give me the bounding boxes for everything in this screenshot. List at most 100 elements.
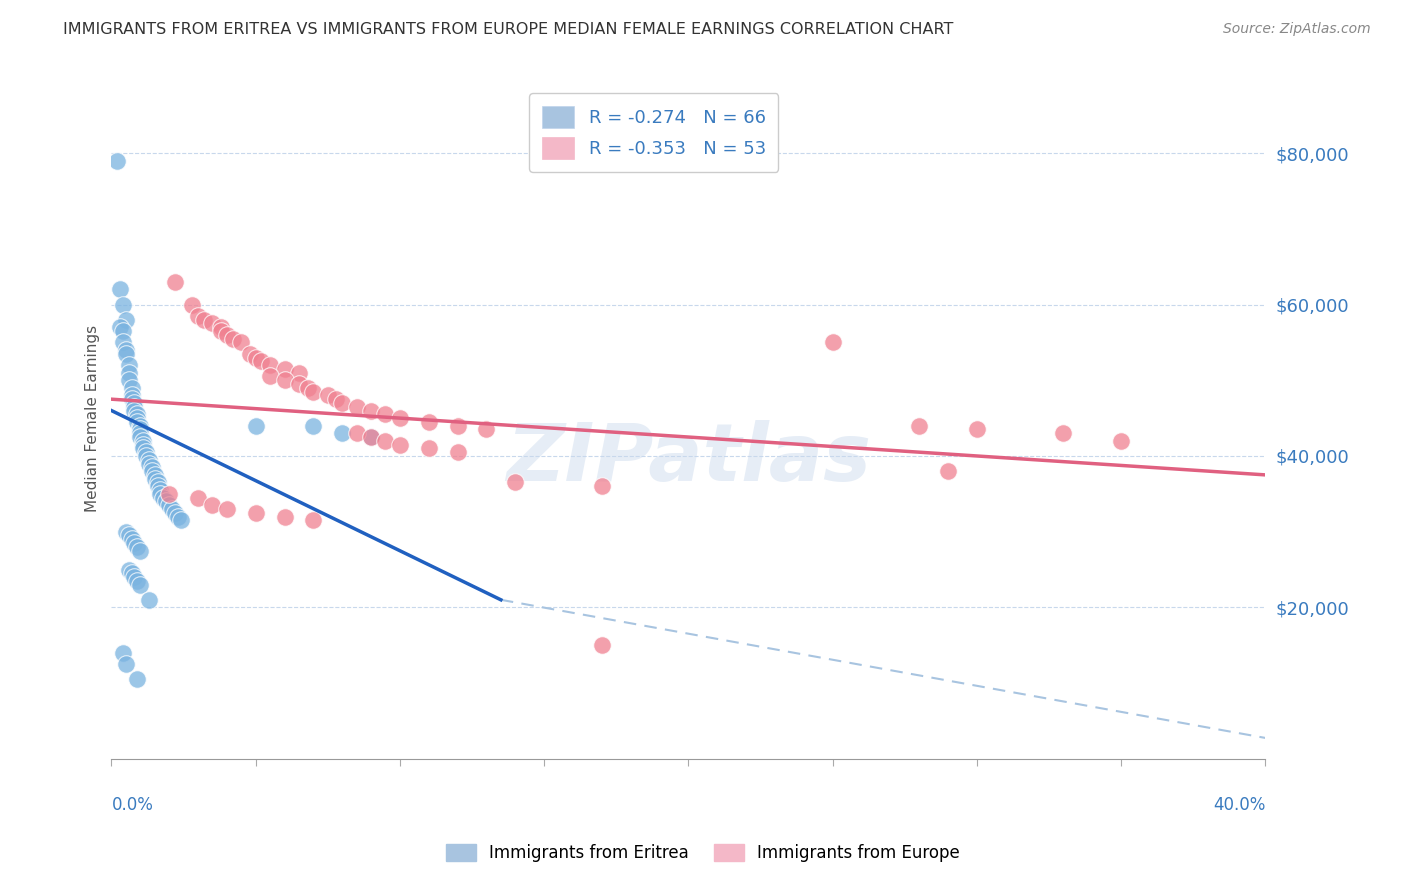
Point <box>166 509 188 524</box>
Point <box>127 540 149 554</box>
Point <box>138 452 160 467</box>
Point <box>302 513 325 527</box>
Point <box>163 275 186 289</box>
Point <box>141 464 163 478</box>
Point <box>121 533 143 547</box>
Point <box>297 381 319 395</box>
Text: ZIPatlas: ZIPatlas <box>506 420 870 498</box>
Point <box>155 494 177 508</box>
Point <box>360 430 382 444</box>
Point <box>132 442 155 456</box>
Text: 0.0%: 0.0% <box>111 797 153 814</box>
Point <box>245 418 267 433</box>
Point <box>302 384 325 399</box>
Point <box>418 442 440 456</box>
Point <box>418 415 440 429</box>
Point <box>108 282 131 296</box>
Y-axis label: Median Female Earnings: Median Female Earnings <box>86 325 100 512</box>
Point <box>193 312 215 326</box>
Point <box>124 570 146 584</box>
Point <box>118 528 141 542</box>
Point <box>250 354 273 368</box>
Point <box>111 646 134 660</box>
Point <box>330 396 353 410</box>
Point <box>149 483 172 497</box>
Point <box>209 324 232 338</box>
Point <box>330 426 353 441</box>
Point <box>273 373 295 387</box>
Point <box>141 460 163 475</box>
Point <box>129 430 152 444</box>
Point <box>108 320 131 334</box>
Point <box>127 407 149 421</box>
Point <box>360 430 382 444</box>
Point <box>157 498 180 512</box>
Point <box>288 366 311 380</box>
Point <box>169 513 191 527</box>
Text: IMMIGRANTS FROM ERITREA VS IMMIGRANTS FROM EUROPE MEDIAN FEMALE EARNINGS CORRELA: IMMIGRANTS FROM ERITREA VS IMMIGRANTS FR… <box>63 22 953 37</box>
Point <box>245 506 267 520</box>
Point <box>1109 434 1132 448</box>
Point <box>591 479 613 493</box>
Point <box>302 418 325 433</box>
Point <box>138 592 160 607</box>
Point <box>181 297 204 311</box>
Point <box>124 536 146 550</box>
Text: Source: ZipAtlas.com: Source: ZipAtlas.com <box>1223 22 1371 37</box>
Point <box>143 472 166 486</box>
Point <box>360 403 382 417</box>
Text: 40.0%: 40.0% <box>1213 797 1265 814</box>
Point <box>127 411 149 425</box>
Point <box>149 487 172 501</box>
Point <box>124 396 146 410</box>
Point <box>152 491 174 505</box>
Point <box>346 426 368 441</box>
Point <box>121 388 143 402</box>
Point <box>163 506 186 520</box>
Point <box>132 437 155 451</box>
Point <box>259 358 281 372</box>
Point <box>138 457 160 471</box>
Point <box>346 400 368 414</box>
Point <box>273 362 295 376</box>
Point <box>124 403 146 417</box>
Point <box>111 324 134 338</box>
Point <box>127 415 149 429</box>
Point <box>111 335 134 350</box>
Point <box>124 400 146 414</box>
Point <box>132 434 155 448</box>
Point <box>316 388 339 402</box>
Point <box>446 418 468 433</box>
Point <box>245 351 267 365</box>
Point <box>201 317 224 331</box>
Point <box>374 407 396 421</box>
Point <box>114 524 136 539</box>
Point <box>157 487 180 501</box>
Point <box>118 366 141 380</box>
Point <box>160 502 183 516</box>
Point <box>201 498 224 512</box>
Point <box>215 327 238 342</box>
Point <box>118 562 141 576</box>
Point <box>114 343 136 357</box>
Point <box>135 449 157 463</box>
Point <box>446 445 468 459</box>
Point <box>121 566 143 581</box>
Point <box>127 574 149 588</box>
Point <box>821 335 844 350</box>
Point <box>1052 426 1074 441</box>
Point <box>288 377 311 392</box>
Point <box>127 673 149 687</box>
Point <box>239 347 262 361</box>
Point <box>273 509 295 524</box>
Point <box>121 381 143 395</box>
Point <box>231 335 253 350</box>
Point <box>135 445 157 459</box>
Point <box>146 475 169 490</box>
Point <box>129 422 152 436</box>
Point <box>129 543 152 558</box>
Point <box>129 418 152 433</box>
Point <box>114 312 136 326</box>
Point <box>118 373 141 387</box>
Point <box>388 437 411 451</box>
